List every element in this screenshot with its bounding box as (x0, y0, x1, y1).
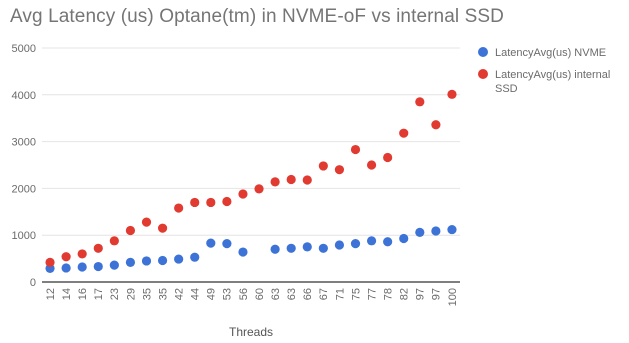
x-axis-title: Threads (229, 325, 273, 339)
data-point-internal-ssd (125, 225, 136, 236)
x-tick-label: 56 (238, 288, 250, 300)
x-tick-label: 60 (254, 288, 266, 300)
x-tick-label: 100 (447, 288, 459, 306)
x-tick-label: 17 (93, 288, 105, 300)
data-point-internal-ssd (109, 236, 119, 246)
y-tick-label: 1000 (12, 230, 36, 242)
data-point-nvme (431, 226, 441, 236)
data-point-internal-ssd (61, 252, 71, 262)
y-tick-label: 4000 (12, 90, 36, 102)
data-point-nvme (366, 236, 377, 246)
x-tick-label: 12 (45, 288, 57, 300)
x-tick-label: 44 (190, 288, 202, 300)
x-tick-label: 42 (174, 288, 186, 300)
data-point-internal-ssd (318, 161, 328, 171)
data-point-nvme (318, 243, 328, 253)
data-point-internal-ssd (190, 197, 200, 208)
x-tick-label: 63 (286, 288, 298, 300)
x-tick-label: 82 (399, 288, 411, 300)
x-tick-label: 63 (270, 288, 282, 300)
x-tick-label: 77 (366, 288, 378, 300)
data-point-nvme (174, 254, 184, 264)
x-tick-label: 66 (302, 288, 314, 300)
data-point-internal-ssd (399, 128, 409, 138)
data-point-internal-ssd (206, 197, 216, 208)
x-tick-label: 35 (141, 288, 153, 300)
data-point-nvme (302, 242, 312, 252)
data-point-nvme (447, 224, 457, 235)
data-point-internal-ssd (93, 243, 103, 253)
x-tick-label: 23 (109, 288, 121, 300)
data-point-internal-ssd (366, 160, 377, 170)
data-point-nvme (350, 239, 361, 249)
y-tick-label: 2000 (12, 183, 36, 195)
data-point-nvme (415, 227, 425, 237)
data-point-nvme (125, 257, 136, 267)
x-tick-label: 78 (383, 288, 395, 300)
x-tick-label: 14 (61, 288, 73, 300)
data-point-nvme (206, 238, 216, 248)
data-point-nvme (270, 244, 280, 254)
data-point-internal-ssd (302, 175, 312, 185)
data-point-internal-ssd (141, 217, 152, 227)
data-point-nvme (334, 240, 345, 250)
data-point-nvme (77, 262, 87, 272)
x-tick-label: 67 (318, 288, 330, 300)
data-point-internal-ssd (238, 189, 248, 199)
legend-label-nvme: LatencyAvg(us) NVME (495, 47, 606, 59)
legend-marker-internal-ssd (478, 69, 488, 79)
data-point-internal-ssd (270, 177, 280, 187)
y-tick-label: 3000 (12, 137, 36, 149)
data-point-internal-ssd (334, 165, 345, 175)
data-point-internal-ssd (383, 152, 393, 163)
legend-label-internal-ssd: LatencyAvg(us) internal SSD (495, 69, 610, 95)
x-tick-label: 75 (350, 288, 362, 300)
data-point-nvme (157, 255, 168, 266)
data-point-internal-ssd (415, 97, 425, 107)
data-point-internal-ssd (45, 257, 55, 267)
x-tick-label: 16 (77, 288, 89, 300)
data-point-nvme (383, 237, 393, 247)
data-point-internal-ssd (157, 223, 168, 233)
data-point-nvme (399, 233, 409, 244)
data-point-nvme (109, 260, 119, 270)
data-point-nvme (141, 256, 152, 266)
data-point-internal-ssd (447, 89, 457, 99)
data-point-internal-ssd (222, 196, 232, 207)
chart-title: Avg Latency (us) Optane(tm) in NVME-oF v… (10, 6, 504, 27)
data-point-nvme (238, 247, 248, 257)
data-point-internal-ssd (350, 144, 361, 155)
data-point-nvme (93, 261, 103, 272)
data-point-internal-ssd (77, 249, 87, 259)
x-tick-label: 71 (334, 288, 346, 300)
y-tick-label: 0 (30, 277, 36, 289)
y-tick-label: 5000 (12, 43, 36, 55)
data-point-nvme (286, 243, 296, 253)
data-point-internal-ssd (431, 120, 441, 130)
data-point-nvme (190, 252, 200, 262)
data-point-nvme (222, 239, 232, 249)
legend-marker-nvme (478, 47, 488, 57)
x-tick-label: 97 (415, 288, 427, 300)
data-point-internal-ssd (286, 174, 296, 185)
data-point-nvme (61, 263, 71, 273)
x-tick-label: 53 (222, 288, 234, 300)
x-tick-label: 29 (125, 288, 137, 300)
x-tick-label: 35 (157, 288, 169, 300)
x-tick-label: 49 (206, 288, 218, 300)
x-tick-label: 97 (431, 288, 443, 300)
data-point-internal-ssd (254, 184, 264, 194)
data-point-internal-ssd (174, 203, 184, 213)
